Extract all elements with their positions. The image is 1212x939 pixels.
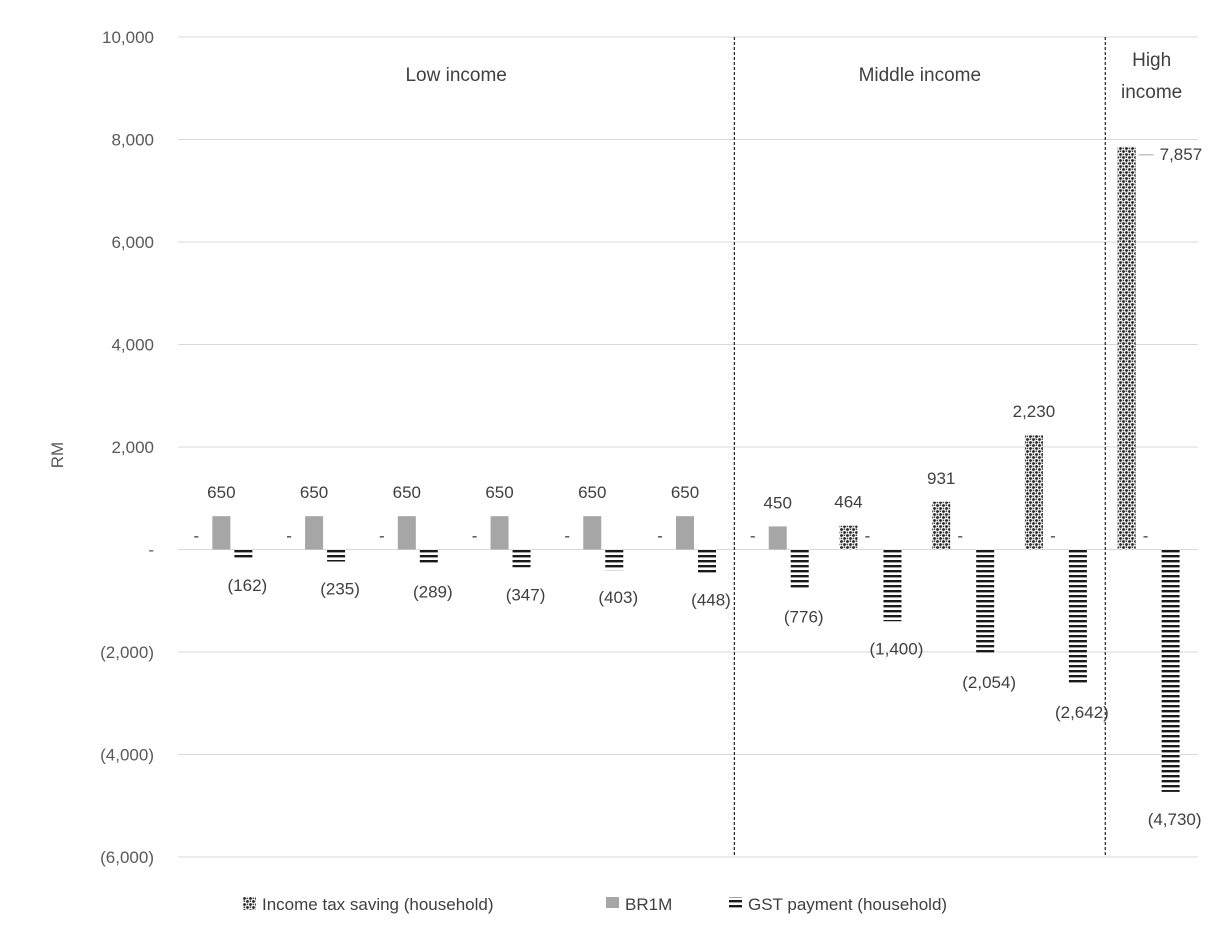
bar-gst-payment-household- [512,549,531,568]
group-label: Middle income [859,65,982,86]
legend-swatch [729,897,742,909]
legend-label: Income tax saving (household) [262,895,494,914]
data-label: (289) [413,582,453,601]
data-label: - [750,527,756,546]
data-labels: - 650 (162) - 650 (235) - 650 (289) - 650 (347) - 650… [194,145,1203,829]
y-tick-label: (2,000) [100,643,154,662]
data-label: 7,857 [1160,145,1203,164]
bar-gst-payment-household- [234,549,253,558]
y-tick-label: 10,000 [102,28,154,47]
data-label: 931 [927,469,955,488]
data-label: 2,230 [1013,402,1056,421]
y-tick-label: (6,000) [100,848,154,867]
data-label: 650 [578,483,606,502]
bar-br1m [305,516,324,550]
legend: Income tax saving (household) BR1M GST pay… [243,895,947,914]
legend-label: GST payment (household) [748,895,947,914]
data-label: - [286,527,292,546]
bar-br1m [397,516,416,550]
data-label: - [1050,527,1056,546]
bars [212,146,1180,792]
bar-gst-payment-household- [790,549,809,590]
bar-br1m [676,516,694,550]
data-label: - [194,527,200,546]
y-tick-label: (4,000) [100,746,154,765]
data-label: (162) [228,576,268,595]
bar-br1m [490,516,509,550]
bar-br1m [768,526,787,550]
data-label: - [657,527,663,546]
y-tick-label: 8,000 [111,131,154,150]
data-label: - [472,527,478,546]
data-label: (776) [784,607,824,626]
data-label: (4,730) [1148,810,1202,829]
gridlines [178,36,1198,858]
data-label: 650 [393,483,421,502]
data-label: 450 [764,493,792,512]
group-label: Low income [405,65,506,86]
bar-income-tax-saving-household- [1117,146,1136,550]
data-label: (403) [598,588,638,607]
y-tick-label: 4,000 [111,336,154,355]
group-label: High [1132,50,1171,71]
legend-swatch [243,897,256,910]
bar-gst-payment-household- [976,549,995,655]
group-dividers [733,37,1106,857]
y-tick-label: 2,000 [111,438,154,457]
bar-gst-payment-household- [605,549,624,571]
data-label: (347) [506,585,546,604]
bar-income-tax-saving-household- [1024,435,1043,550]
bar-income-tax-saving-household- [932,501,951,550]
data-label: (2,642) [1055,703,1109,722]
legend-label: BR1M [625,895,672,914]
y-axis-title: RM [48,442,67,468]
data-label: - [1143,527,1149,546]
data-label: 464 [834,493,862,512]
y-tick-label: 6,000 [111,233,154,252]
data-label: 650 [300,483,328,502]
data-label: (1,400) [870,639,924,658]
data-label: 650 [485,483,513,502]
data-label: - [564,527,570,546]
data-label: 650 [207,483,235,502]
bar-gst-payment-household- [698,549,716,573]
y-tick-label: - [148,541,154,560]
bar-gst-payment-household- [327,549,346,562]
data-label: - [957,527,963,546]
data-label: - [379,527,385,546]
bar-br1m [212,516,231,550]
bar-gst-payment-household- [1161,549,1180,792]
y-axis: 10,000 8,000 6,000 4,000 2,000 - (2,000) (4,000… [48,28,154,867]
group-labels: Low income Middle income High income [405,50,1182,103]
data-label: (448) [691,590,731,609]
bar-gst-payment-household- [419,549,438,565]
bar-income-tax-saving-household- [839,525,858,550]
data-label: (2,054) [962,673,1016,692]
data-label: 650 [671,483,699,502]
bar-gst-payment-household- [1068,549,1087,685]
bar-gst-payment-household- [883,549,902,622]
legend-swatch [606,897,619,908]
data-label: - [865,527,871,546]
data-label: (235) [320,580,360,599]
bar-br1m [583,516,602,550]
group-label: income [1121,82,1182,103]
